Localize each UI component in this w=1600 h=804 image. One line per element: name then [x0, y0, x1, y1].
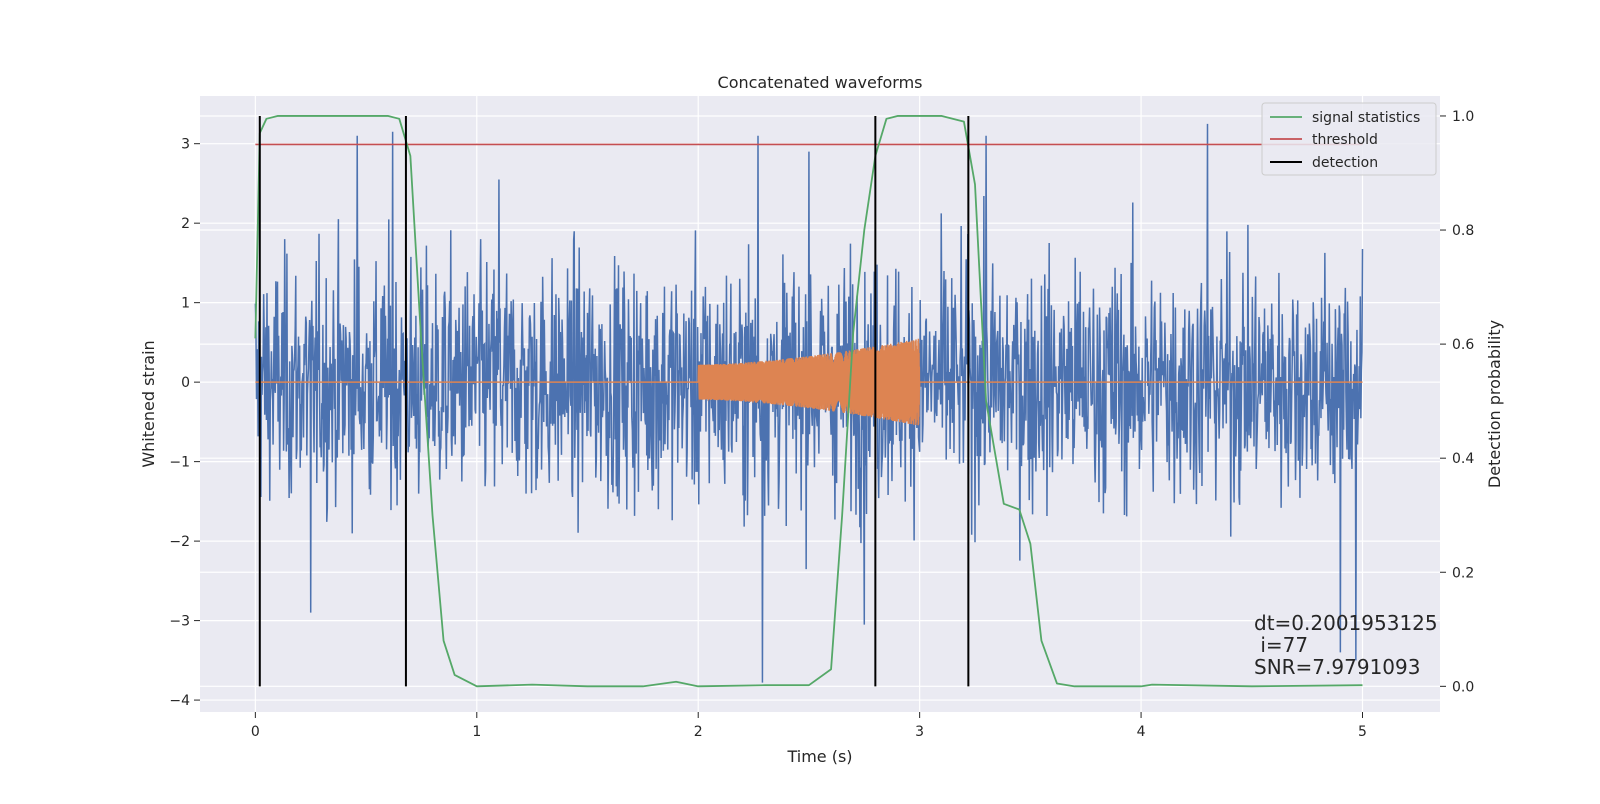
y-tick-label: 0: [181, 375, 190, 391]
y2-tick-label: 0.0: [1452, 679, 1474, 695]
ticks-right: 0.0 0.2 0.4 0.6 0.8 1.0: [1440, 109, 1474, 695]
y-tick-label: −3: [169, 614, 190, 630]
y-tick-label: −1: [169, 455, 190, 471]
y-axis-label: Whitened strain: [139, 340, 158, 467]
x-tick-label: 0: [251, 724, 260, 740]
annotation-dt: dt=0.2001953125: [1254, 611, 1438, 635]
y-tick-label: −4: [169, 693, 190, 709]
annotations: dt=0.2001953125 i=77 SNR=7.9791093: [1254, 611, 1438, 679]
legend-threshold-label: threshold: [1312, 132, 1378, 148]
ticks-x: 0 1 2 3 4 5: [251, 712, 1367, 740]
x-tick-label: 5: [1358, 724, 1367, 740]
x-axis-label: Time (s): [786, 747, 852, 766]
legend-detection-label: detection: [1312, 155, 1378, 171]
legend-box: [1261, 102, 1437, 176]
y2-tick-label: 0.2: [1452, 565, 1474, 581]
annotation-i: i=77: [1254, 633, 1308, 657]
waveform-series-line: [255, 338, 1363, 426]
annotation-snr: SNR=7.9791093: [1254, 655, 1420, 679]
y2-tick-label: 0.8: [1452, 223, 1474, 239]
y-tick-label: 1: [181, 296, 190, 312]
x-tick-label: 1: [472, 724, 481, 740]
legend-signal-statistics-label: signal statistics: [1312, 110, 1420, 126]
ticks-left: −4 −3 −2 −1 0 1 2 3: [169, 137, 200, 709]
chart-title: Concatenated waveforms: [718, 73, 923, 92]
y2-tick-label: 1.0: [1452, 109, 1474, 125]
y-tick-label: 3: [181, 137, 190, 153]
noise-series-line: [254, 123, 1364, 683]
x-tick-label: 2: [694, 724, 703, 740]
x-tick-label: 3: [915, 724, 924, 740]
legend: signal statistics threshold detection: [1261, 102, 1437, 176]
y2-tick-label: 0.6: [1452, 337, 1474, 353]
plot-series: [254, 115, 1364, 688]
y-tick-label: 2: [181, 216, 190, 232]
x-tick-label: 4: [1137, 724, 1146, 740]
y2-tick-label: 0.4: [1452, 451, 1474, 467]
y-tick-label: −2: [169, 534, 190, 550]
y2-axis-label: Detection probability: [1485, 320, 1504, 488]
